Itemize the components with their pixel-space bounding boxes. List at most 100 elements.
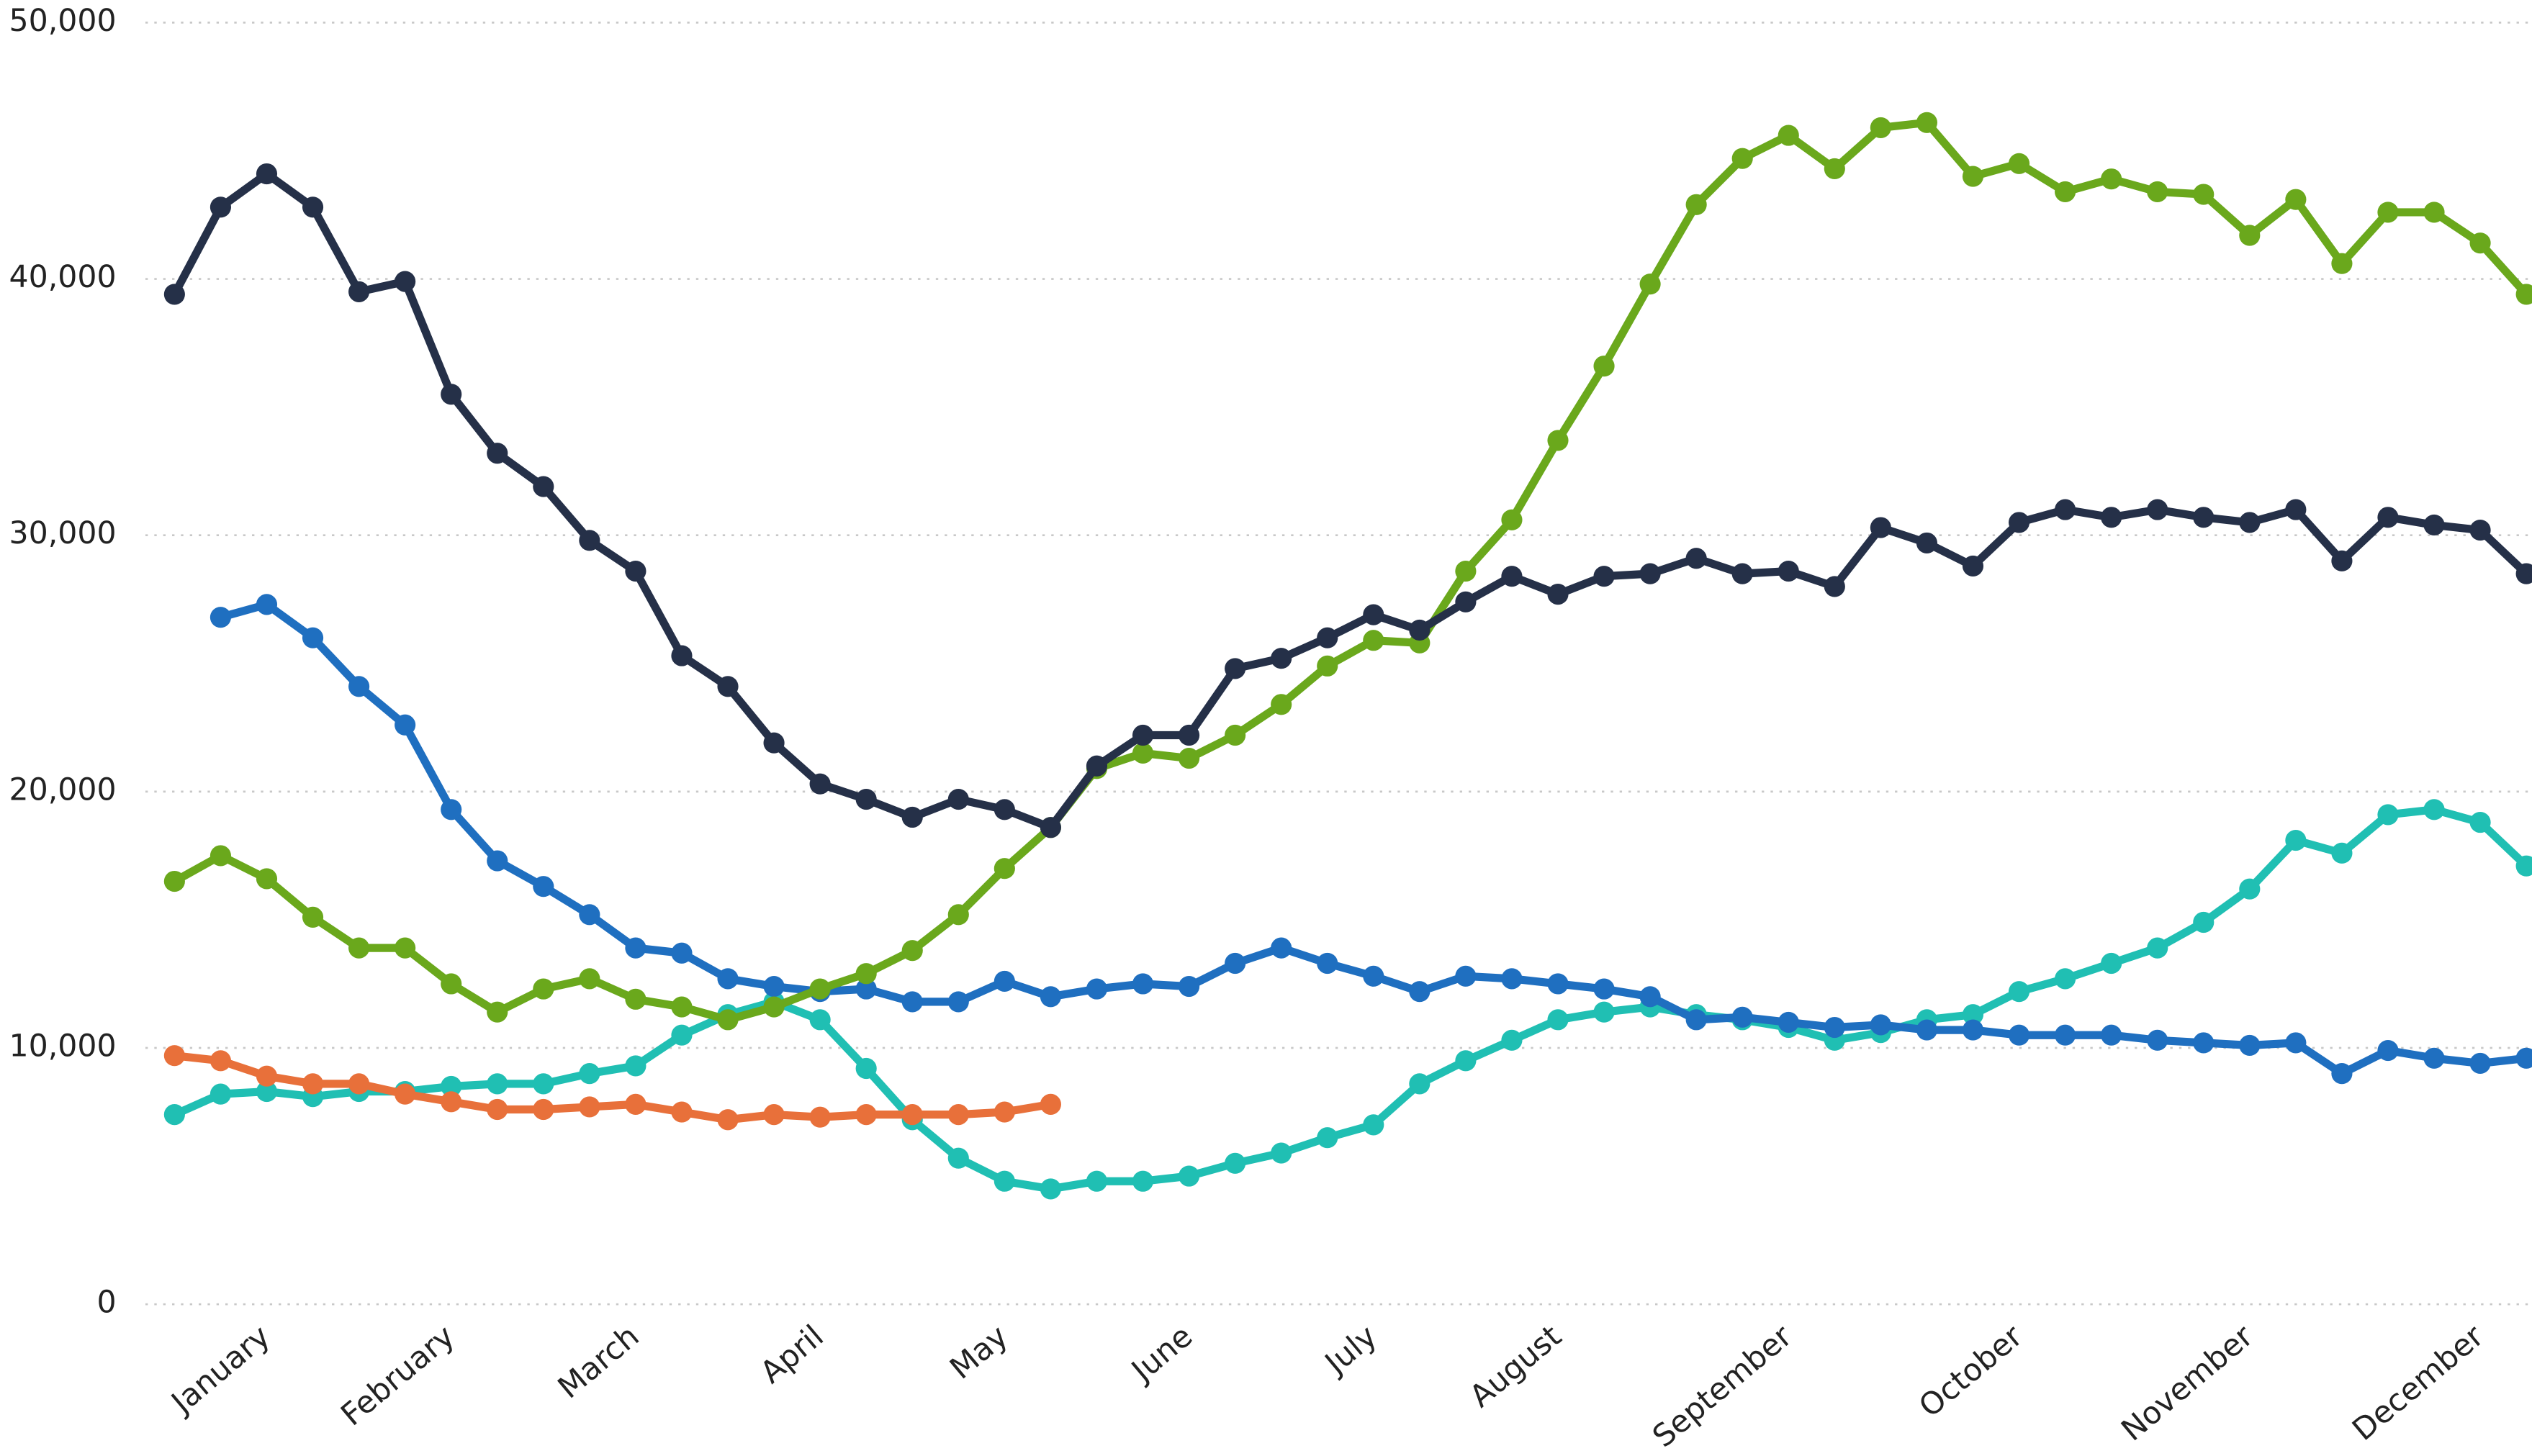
point	[809, 1009, 831, 1031]
point	[256, 868, 278, 890]
point	[1593, 978, 1615, 1000]
point	[533, 978, 554, 1000]
point	[2147, 499, 2168, 520]
point	[1685, 548, 1707, 569]
point	[1593, 566, 1615, 587]
point	[2285, 189, 2307, 210]
point	[1870, 117, 1891, 139]
point	[1501, 968, 1523, 990]
point	[671, 996, 693, 1018]
point	[994, 799, 1015, 820]
point	[1086, 1170, 1108, 1192]
point	[2008, 981, 2030, 1003]
point	[2377, 1040, 2399, 1062]
point	[2423, 514, 2445, 536]
point	[1086, 978, 1108, 1000]
point	[855, 1057, 877, 1080]
point	[1501, 509, 1523, 530]
point	[1547, 430, 1569, 451]
point	[2193, 184, 2215, 205]
point	[809, 978, 831, 1000]
point	[2239, 225, 2261, 246]
point	[947, 904, 969, 926]
point	[2285, 499, 2307, 520]
point	[1547, 973, 1569, 995]
point	[2008, 1024, 2030, 1046]
point	[1271, 648, 1292, 669]
point	[579, 1096, 600, 1118]
point	[395, 937, 416, 959]
point	[2055, 181, 2076, 203]
point	[2285, 829, 2307, 851]
point	[717, 676, 739, 697]
point	[717, 1009, 739, 1031]
point	[533, 876, 554, 897]
x-tick-label: November	[2114, 1318, 2260, 1448]
x-tick-label: June	[1124, 1318, 1200, 1390]
point	[1225, 952, 1246, 975]
point	[210, 607, 232, 628]
x-tick-label: May	[943, 1318, 1015, 1386]
point	[1455, 560, 1477, 582]
point	[1132, 1170, 1154, 1192]
point	[2239, 1034, 2261, 1057]
point	[302, 196, 324, 218]
point	[947, 788, 969, 810]
point	[1547, 584, 1569, 605]
point	[2101, 507, 2122, 528]
series	[210, 594, 2532, 1085]
point	[625, 988, 646, 1010]
point	[256, 163, 278, 185]
y-tick-label: 30,000	[9, 515, 117, 551]
point	[348, 1073, 370, 1095]
point	[994, 1101, 1015, 1123]
point	[901, 991, 923, 1013]
point	[2423, 799, 2445, 820]
point	[256, 594, 278, 615]
point	[1593, 1001, 1615, 1023]
point	[1916, 1019, 1938, 1041]
point	[1086, 755, 1108, 777]
point	[1317, 655, 1338, 677]
point	[487, 1073, 508, 1095]
line	[172, 118, 2530, 1024]
line	[171, 169, 2529, 832]
point	[2055, 968, 2076, 990]
point	[441, 799, 462, 820]
point	[487, 1001, 508, 1023]
point	[855, 788, 877, 810]
y-tick-label: 40,000	[9, 259, 117, 295]
point	[809, 773, 831, 795]
x-tick-label: July	[1317, 1318, 1384, 1382]
point	[2331, 550, 2353, 571]
point	[2147, 181, 2168, 203]
point	[901, 1104, 923, 1126]
y-tick-label: 0	[97, 1285, 117, 1321]
point	[855, 963, 877, 985]
point	[1824, 158, 1845, 179]
point	[2101, 1024, 2122, 1046]
point	[2239, 512, 2261, 533]
point	[625, 937, 646, 959]
point	[625, 1093, 646, 1115]
point	[2423, 202, 2445, 223]
point	[348, 676, 370, 697]
point	[1731, 563, 1753, 584]
point	[2193, 911, 2215, 933]
point	[2469, 812, 2491, 833]
line	[173, 805, 2529, 1193]
point	[1778, 560, 1799, 582]
point	[901, 806, 923, 828]
point	[1685, 194, 1707, 215]
point	[210, 196, 232, 218]
point	[2008, 153, 2030, 174]
point	[1178, 724, 1200, 746]
point	[1317, 1127, 1338, 1149]
x-tick-label: October	[1912, 1318, 2029, 1424]
point	[1685, 1009, 1707, 1031]
point	[441, 973, 462, 995]
point	[163, 284, 185, 305]
point	[1317, 627, 1338, 648]
point	[625, 560, 646, 582]
